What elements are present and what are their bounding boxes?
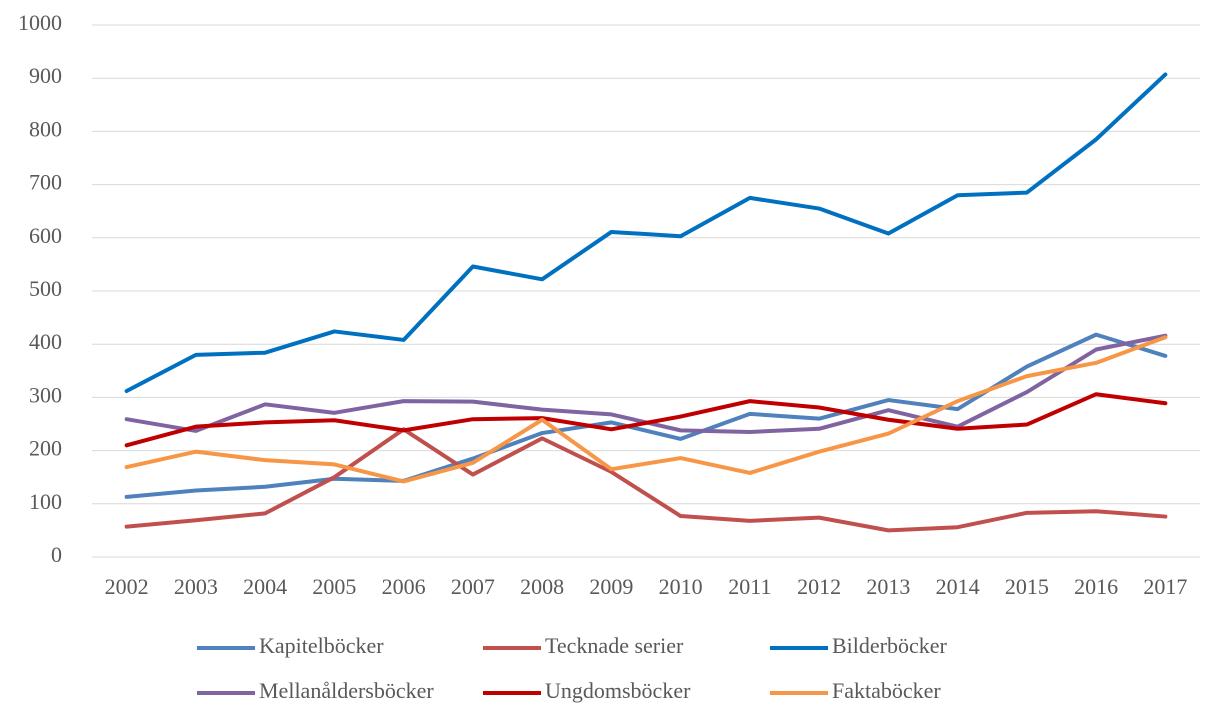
x-tick-label: 2015 bbox=[1005, 574, 1049, 599]
y-tick-label: 0 bbox=[51, 542, 62, 567]
series-line bbox=[124, 332, 1168, 499]
x-tick-label: 2005 bbox=[312, 574, 356, 599]
x-tick-label: 2017 bbox=[1143, 574, 1187, 599]
y-tick-label: 600 bbox=[29, 223, 62, 248]
x-tick-label: 2003 bbox=[174, 574, 218, 599]
x-tick-label: 2004 bbox=[243, 574, 287, 599]
series-line bbox=[124, 335, 1168, 484]
legend-label: Bilderböcker bbox=[832, 633, 948, 658]
y-tick-label: 200 bbox=[29, 436, 62, 461]
series-line bbox=[124, 427, 1168, 533]
x-tick-label: 2010 bbox=[659, 574, 703, 599]
y-tick-label: 300 bbox=[29, 382, 62, 407]
y-tick-label: 400 bbox=[29, 329, 62, 354]
legend-label: Ungdomsböcker bbox=[545, 678, 691, 703]
legend-label: Mellanåldersböcker bbox=[259, 678, 434, 703]
y-tick-label: 900 bbox=[29, 63, 62, 88]
x-tick-label: 2012 bbox=[797, 574, 841, 599]
y-tick-label: 800 bbox=[29, 116, 62, 141]
x-tick-label: 2002 bbox=[105, 574, 149, 599]
y-tick-label: 700 bbox=[29, 170, 62, 195]
x-tick-label: 2011 bbox=[728, 574, 771, 599]
series-line bbox=[124, 392, 1168, 448]
y-tick-label: 100 bbox=[29, 489, 62, 514]
series-line bbox=[124, 72, 1168, 394]
x-tick-label: 2006 bbox=[382, 574, 426, 599]
y-tick-label: 1000 bbox=[18, 10, 62, 35]
x-tick-label: 2013 bbox=[866, 574, 910, 599]
legend-label: Tecknade serier bbox=[545, 633, 684, 658]
x-tick-label: 2007 bbox=[451, 574, 495, 599]
x-tick-label: 2008 bbox=[520, 574, 564, 599]
x-tick-label: 2014 bbox=[936, 574, 980, 599]
legend-label: Faktaböcker bbox=[832, 678, 941, 703]
x-tick-label: 2016 bbox=[1074, 574, 1118, 599]
legend-label: Kapitelböcker bbox=[259, 633, 384, 658]
y-tick-label: 500 bbox=[29, 276, 62, 301]
x-tick-label: 2009 bbox=[589, 574, 633, 599]
